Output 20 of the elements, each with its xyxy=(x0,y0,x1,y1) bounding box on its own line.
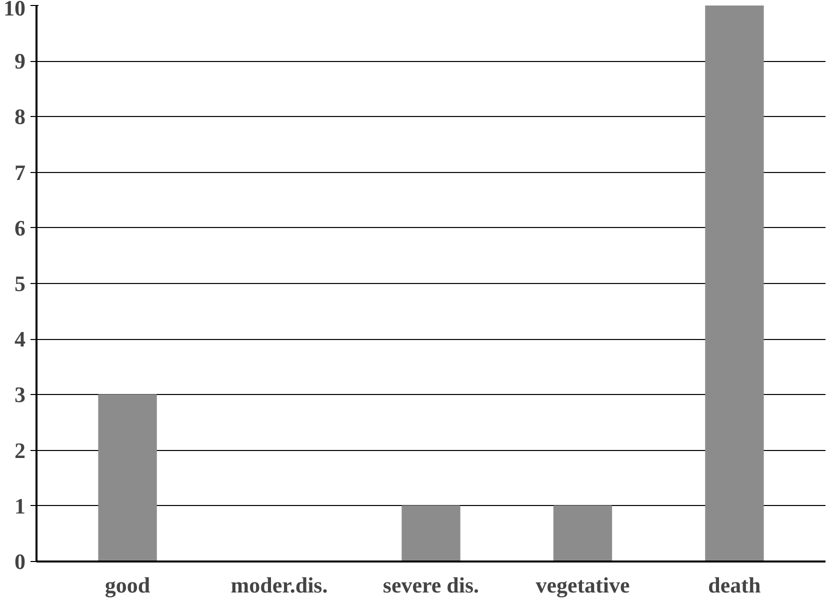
x-tick-label: moder.dis. xyxy=(230,572,328,598)
y-tick-label: 9 xyxy=(14,48,26,74)
y-tick-label: 2 xyxy=(14,438,26,463)
bar xyxy=(402,505,460,562)
bar xyxy=(705,6,764,562)
y-tick-label: 6 xyxy=(14,215,26,240)
y-tick-label: 8 xyxy=(14,104,26,130)
y-tick-label: 3 xyxy=(14,382,26,408)
x-tick-label: good xyxy=(104,572,150,598)
bar xyxy=(98,394,157,562)
x-tick-label: severe dis. xyxy=(382,572,480,598)
y-tick-label: 1 xyxy=(14,493,26,518)
y-tick-label: 4 xyxy=(14,326,26,352)
y-tick-label: 10 xyxy=(4,0,26,20)
y-tick-label: 0 xyxy=(14,549,26,574)
y-tick-label: 7 xyxy=(14,160,26,185)
x-tick-label: death xyxy=(708,572,761,598)
bar xyxy=(553,505,612,562)
x-tick-label: vegetative xyxy=(536,572,630,598)
y-tick-label: 5 xyxy=(14,271,26,296)
